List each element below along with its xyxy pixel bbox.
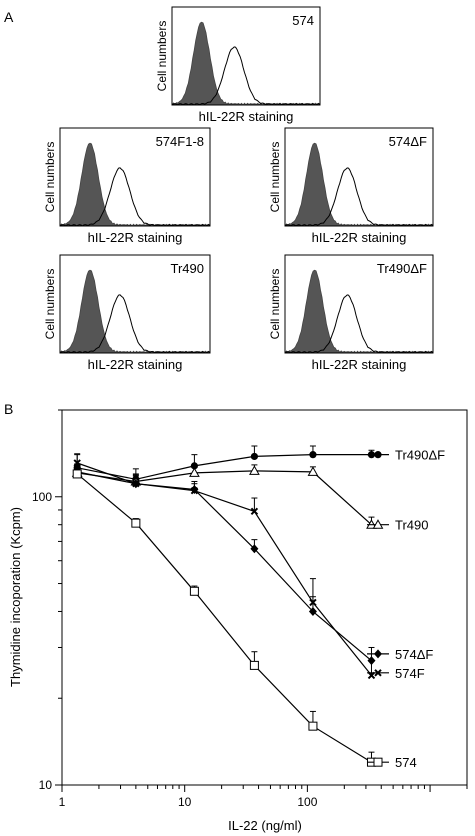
histogram-ylabel: Cell numbers (43, 269, 57, 340)
data-point (250, 452, 259, 461)
y-tick-label: 10 (39, 778, 53, 792)
histogram-0: 574 Cell numbers hIL-22R staining (155, 6, 321, 124)
x-axis-label: IL-22 (ng/ml) (228, 818, 302, 833)
x-tick-label: 1 (59, 795, 66, 809)
data-point (190, 462, 199, 470)
y-tick-label: 100 (32, 490, 52, 504)
data-point (250, 507, 259, 516)
data-point-glyph (190, 486, 199, 495)
data-point (374, 669, 382, 677)
histogram-xlabel: hIL-22R staining (88, 357, 183, 372)
histogram-title: Tr490 (171, 261, 204, 276)
histogram-xlabel: hIL-22R staining (312, 230, 407, 245)
histogram-ylabel: Cell numbers (268, 142, 282, 213)
histogram-3: Tr490 Cell numbers hIL-22R staining (43, 254, 211, 372)
data-point (372, 519, 384, 529)
histogram-frame (284, 254, 434, 354)
panel-b-label: B (4, 401, 13, 417)
control-peak (59, 142, 211, 227)
histogram-xlabel: hIL-22R staining (199, 109, 294, 124)
data-point (73, 459, 81, 467)
panel-a-label: A (4, 9, 14, 25)
legend-label: Tr490ΔF (395, 448, 445, 463)
legend-label: Tr490 (395, 518, 428, 533)
data-point (308, 721, 318, 731)
stained-peak (284, 167, 434, 227)
series-line (77, 471, 372, 662)
control-peak (59, 269, 211, 354)
histogram-1: 574F1-8 Cell numbers hIL-22R staining (43, 127, 211, 245)
data-point (190, 486, 199, 495)
panel-b-chart: 1 10 100 10 100 Tr490ΔF Tr490 574ΔF 574F 574 IL… (8, 409, 468, 833)
histogram-2: 574ΔF Cell numbers hIL-22R staining (268, 127, 434, 245)
stained-peak (171, 46, 321, 106)
series-1: Tr490 (71, 464, 428, 533)
data-point (373, 757, 383, 767)
data-point-glyph (73, 459, 81, 467)
histogram-frame (59, 254, 211, 354)
histogram-title: 574 (292, 13, 314, 28)
histogram-ylabel: Cell numbers (268, 269, 282, 340)
x-tick-label: 10 (178, 795, 192, 809)
legend-label: 574ΔF (395, 647, 433, 662)
histogram-4: Tr490ΔF Cell numbers hIL-22R staining (268, 254, 434, 372)
x-axis: 1 10 100 (59, 785, 468, 809)
series-4: 574 (72, 467, 417, 770)
y-axis-label: Thymidine incoporation (Kcpm) (8, 507, 23, 687)
series-3: 574F (73, 453, 425, 681)
data-point (374, 649, 382, 659)
histogram-ylabel: Cell numbers (43, 142, 57, 213)
histogram-xlabel: hIL-22R staining (312, 357, 407, 372)
y-axis: 10 100 (32, 409, 62, 792)
histogram-frame (284, 127, 434, 227)
control-peak (284, 142, 434, 227)
data-point (189, 467, 200, 477)
data-point-glyph (374, 669, 382, 677)
stained-peak (59, 294, 211, 354)
series-line (76, 473, 372, 763)
plot-frame (61, 409, 468, 786)
data-point (307, 466, 319, 476)
data-point (250, 544, 259, 554)
stained-peak (284, 294, 434, 354)
data-point (309, 598, 317, 607)
control-peak (171, 21, 321, 106)
series-0: Tr490ΔF (73, 445, 445, 483)
data-point (374, 451, 382, 459)
data-point-glyph (309, 598, 317, 607)
data-point (249, 660, 259, 670)
panel-a-histograms: 574 Cell numbers hIL-22R staining 574F1-8 Ce… (43, 6, 434, 372)
series-line (77, 454, 372, 480)
data-point (308, 606, 317, 616)
histogram-xlabel: hIL-22R staining (88, 230, 183, 245)
data-point (189, 586, 199, 596)
data-point (249, 465, 260, 475)
histogram-frame (59, 127, 211, 227)
series-layer: Tr490ΔF Tr490 574ΔF 574F 574 (71, 445, 445, 770)
histogram-frame (171, 6, 321, 106)
data-point (132, 479, 140, 488)
legend-label: 574F (395, 666, 425, 681)
series-2: 574ΔF (73, 463, 433, 666)
data-point-glyph (250, 507, 259, 516)
data-point-glyph (132, 479, 140, 488)
histogram-title: Tr490ΔF (377, 261, 427, 276)
data-point (309, 451, 317, 459)
control-peak (284, 269, 434, 354)
legend-label: 574 (395, 755, 417, 770)
histogram-title: 574ΔF (389, 134, 427, 149)
histogram-ylabel: Cell numbers (155, 21, 169, 92)
series-line (77, 462, 372, 676)
data-point (131, 518, 141, 528)
stained-peak (59, 167, 211, 227)
x-tick-label: 100 (297, 795, 317, 809)
histogram-title: 574F1-8 (156, 134, 204, 149)
data-point (72, 469, 82, 479)
